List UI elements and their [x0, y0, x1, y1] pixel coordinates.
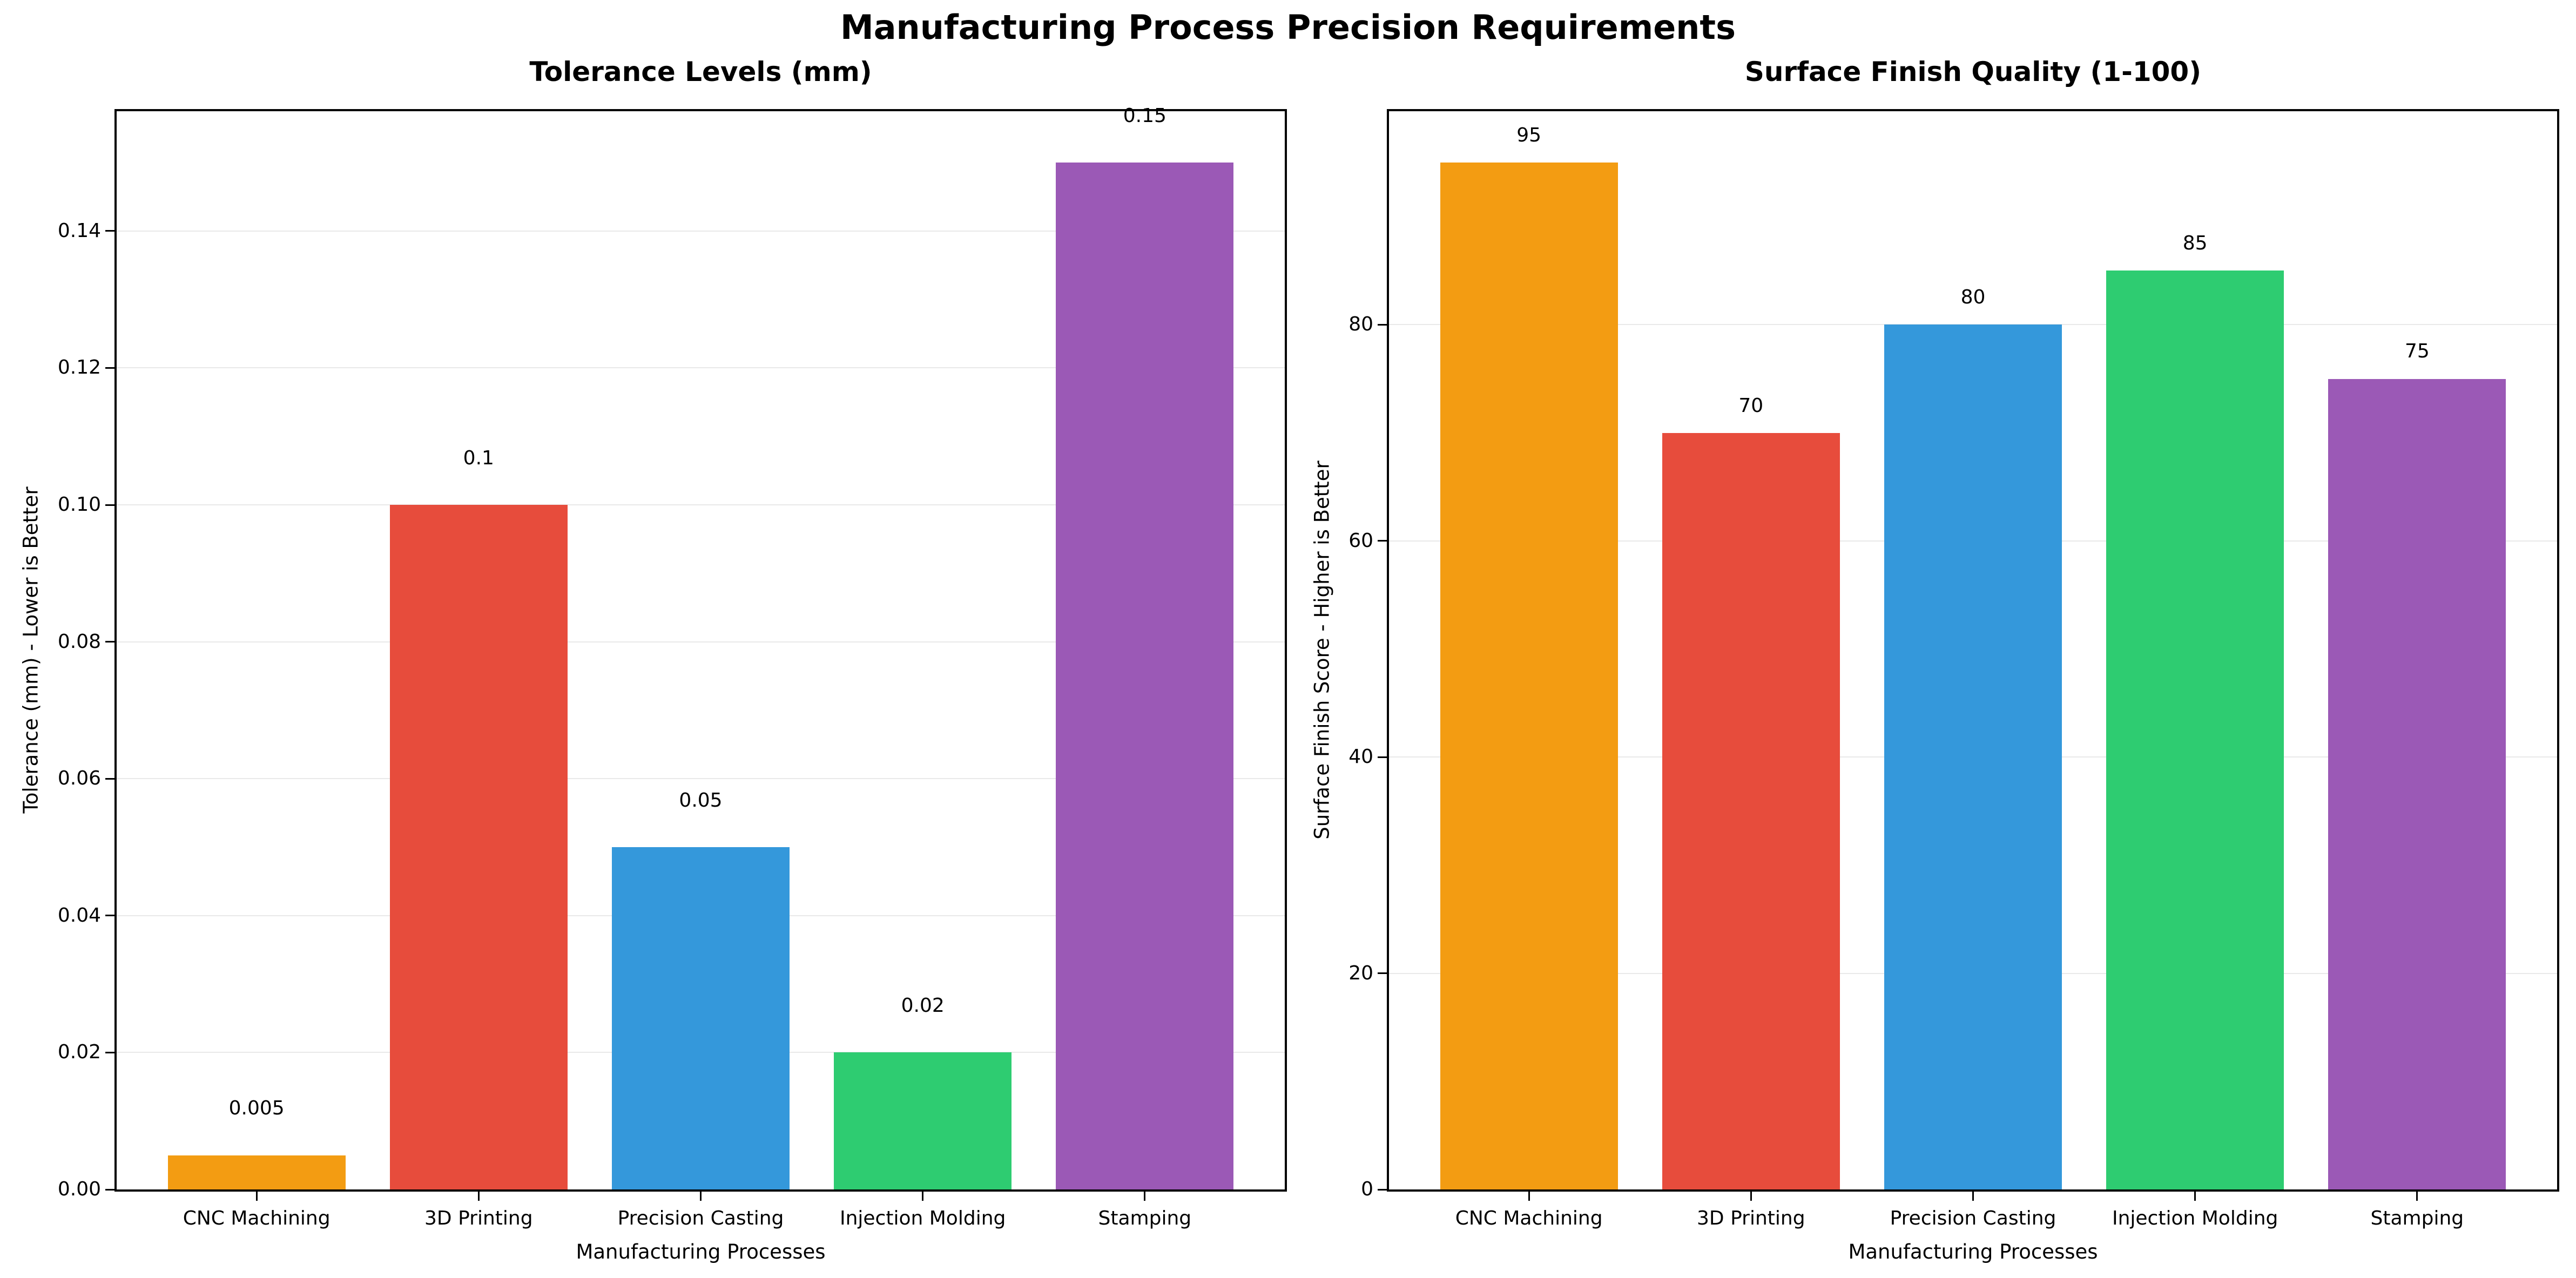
y-tick-label: 0 — [1361, 1178, 1373, 1200]
x-tick-mark — [255, 1192, 258, 1201]
y-tick-label: 0.00 — [57, 1178, 101, 1200]
figure-title: Manufacturing Process Precision Requirem… — [840, 8, 1736, 47]
bar-value-label: 0.1 — [463, 447, 494, 469]
y-tick-mark — [105, 1051, 114, 1053]
bar-cnc-machining — [167, 1155, 346, 1189]
bar-value-label: 0.15 — [1123, 104, 1166, 127]
x-tick-label: 3D Printing — [424, 1207, 533, 1229]
bar-value-label: 0.02 — [901, 995, 945, 1017]
plot-area: 0.005 0.1 0.05 0.02 0.15 — [114, 105, 1287, 1192]
bar-value-label: 0.05 — [679, 789, 723, 812]
bar-stamping — [2328, 378, 2506, 1189]
x-tick-mark — [2416, 1192, 2418, 1201]
bar-injection-molding — [834, 1052, 1012, 1189]
plot-area: 95 70 80 85 75 — [1387, 109, 2559, 1192]
y-tick-mark — [1378, 1188, 1387, 1191]
x-tick-label: Precision Casting — [1890, 1207, 2056, 1229]
y-tick-label: 40 — [1348, 746, 1373, 768]
y-tick-label: 80 — [1348, 313, 1373, 336]
x-tick-label: 3D Printing — [1697, 1207, 1805, 1229]
x-axis-label: Manufacturing Processes — [576, 1240, 826, 1263]
bar-value-label: 70 — [1738, 394, 1764, 417]
grid-line — [117, 367, 1285, 369]
y-tick-label: 0.10 — [57, 493, 101, 516]
y-tick-mark — [105, 504, 114, 506]
bar-value-label: 95 — [1516, 124, 1542, 147]
x-tick-mark — [1750, 1192, 1752, 1201]
bar-cnc-machining — [1440, 163, 1618, 1189]
y-tick-mark — [105, 641, 114, 643]
grid-line — [1389, 324, 2557, 326]
y-tick-mark — [105, 915, 114, 917]
y-tick-label: 20 — [1348, 962, 1373, 984]
y-tick-label: 0.08 — [57, 630, 101, 653]
y-tick-mark — [1378, 756, 1387, 758]
y-tick-mark — [1378, 972, 1387, 975]
bar-value-label: 85 — [2182, 232, 2208, 255]
grid-line — [117, 504, 1285, 506]
y-tick-label: 60 — [1348, 529, 1373, 552]
x-tick-label: Precision Casting — [617, 1207, 784, 1229]
y-tick-label: 0.06 — [57, 767, 101, 790]
x-tick-label: Stamping — [2370, 1207, 2464, 1229]
x-tick-mark — [700, 1192, 702, 1201]
y-tick-label: 0.14 — [57, 219, 101, 242]
x-tick-mark — [1972, 1192, 1974, 1201]
x-tick-label: CNC Machining — [183, 1207, 331, 1229]
y-tick-label: 0.12 — [57, 356, 101, 379]
y-tick-label: 0.04 — [57, 904, 101, 927]
bar-stamping — [1056, 163, 1234, 1189]
y-tick-mark — [105, 1188, 114, 1191]
y-tick-mark — [1378, 323, 1387, 326]
x-tick-mark — [1144, 1192, 1146, 1201]
y-tick-mark — [1378, 540, 1387, 542]
x-tick-label: Injection Molding — [2112, 1207, 2278, 1229]
bar-value-label: 75 — [2404, 340, 2430, 363]
bar-precision-casting — [612, 847, 790, 1189]
x-tick-label: Injection Molding — [839, 1207, 1006, 1229]
bar-value-label: 80 — [1960, 286, 1986, 309]
bar-3d-printing — [1662, 432, 1840, 1189]
x-tick-label: Stamping — [1098, 1207, 1192, 1229]
grid-line — [117, 641, 1285, 643]
x-tick-mark — [2194, 1192, 2196, 1201]
x-tick-mark — [922, 1192, 924, 1201]
bar-3d-printing — [389, 505, 568, 1189]
x-tick-mark — [1528, 1192, 1530, 1201]
y-tick-mark — [105, 777, 114, 780]
x-tick-label: CNC Machining — [1455, 1207, 1603, 1229]
bar-value-label: 0.005 — [228, 1097, 285, 1120]
chart-title: Tolerance Levels (mm) — [529, 56, 872, 87]
x-tick-mark — [477, 1192, 480, 1201]
y-tick-label: 0.02 — [57, 1041, 101, 1064]
grid-line — [117, 230, 1285, 232]
chart-title: Surface Finish Quality (1-100) — [1744, 56, 2202, 87]
x-axis-label: Manufacturing Processes — [1848, 1240, 2098, 1263]
bar-precision-casting — [1884, 324, 2062, 1189]
grid-line — [117, 778, 1285, 780]
y-tick-mark — [105, 367, 114, 369]
y-tick-mark — [105, 230, 114, 232]
bar-injection-molding — [2106, 271, 2284, 1189]
